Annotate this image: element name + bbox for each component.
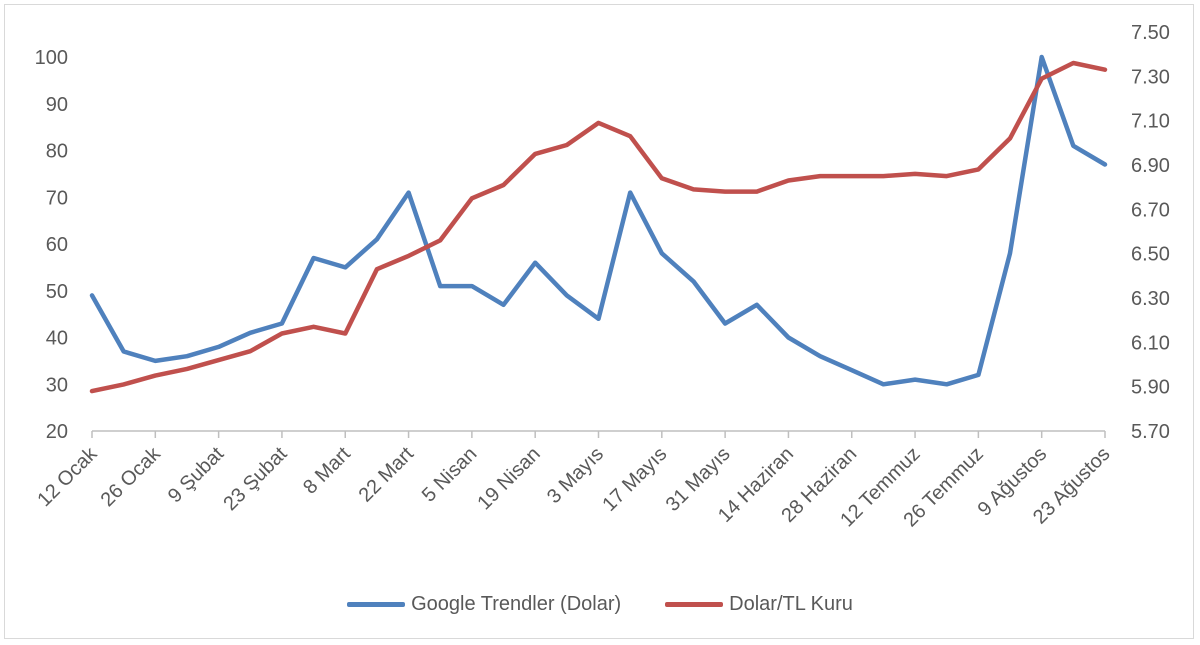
x-tick-label: 3 Mayıs	[543, 443, 608, 508]
axes	[91, 430, 1106, 438]
right-axis-ticks: 5.70 5.90 6.10 6.30 6.50 6.70 6.90 7.10 7.30 7.50	[1131, 22, 1170, 443]
series-line-google-trends	[89, 54, 1108, 387]
left-tick-label: 60	[46, 234, 68, 256]
right-tick-label: 6.70	[1131, 199, 1170, 221]
legend-swatch-usd-try	[665, 601, 724, 607]
legend: Google Trendler (Dolar) Dolar/TL Kuru	[0, 590, 1200, 618]
legend-item-google-trends: Google Trendler (Dolar)	[347, 593, 621, 616]
left-tick-label: 50	[46, 281, 68, 303]
x-tick-label: 9 Şubat	[164, 443, 229, 508]
x-tick-label: 22 Mart	[355, 443, 419, 507]
chart-frame	[4, 4, 1194, 639]
right-tick-label: 6.30	[1131, 288, 1170, 310]
legend-swatch-google-trends	[347, 601, 406, 607]
right-tick-label: 6.10	[1131, 332, 1170, 354]
x-tick-label: 19 Nisan	[473, 443, 544, 514]
left-tick-label: 70	[46, 187, 68, 209]
left-tick-label: 30	[46, 374, 68, 396]
right-tick-label: 7.30	[1131, 66, 1170, 88]
x-tick-label: 5 Nisan	[418, 443, 482, 507]
legend-label-usd-try: Dolar/TL Kuru	[729, 592, 853, 615]
series-line-usd-try	[89, 60, 1108, 394]
x-tick-label: 8 Mart	[299, 443, 355, 499]
left-axis-ticks: 20 30 40 50 60 70 80 90 100	[35, 47, 68, 443]
right-tick-label: 7.50	[1131, 22, 1170, 44]
right-tick-label: 6.90	[1131, 155, 1170, 177]
legend-item-usd-try: Dolar/TL Kuru	[665, 593, 853, 616]
left-tick-label: 100	[35, 47, 68, 69]
right-tick-label: 6.50	[1131, 244, 1170, 266]
left-tick-label: 80	[46, 141, 68, 163]
x-tick-label: 17 Mayıs	[598, 443, 671, 516]
left-tick-label: 20	[46, 421, 68, 443]
right-tick-label: 5.70	[1131, 421, 1170, 443]
left-tick-label: 90	[46, 94, 68, 116]
legend-label-google-trends: Google Trendler (Dolar)	[411, 592, 622, 615]
x-tick-label: 26 Ocak	[97, 442, 166, 511]
right-tick-label: 7.10	[1131, 111, 1170, 133]
left-tick-label: 40	[46, 328, 68, 350]
series-lines	[89, 54, 1108, 394]
right-tick-label: 5.90	[1131, 377, 1170, 399]
x-tick-label: 23 Şubat	[219, 443, 291, 515]
x-tick-label: 12 Ocak	[33, 442, 102, 511]
